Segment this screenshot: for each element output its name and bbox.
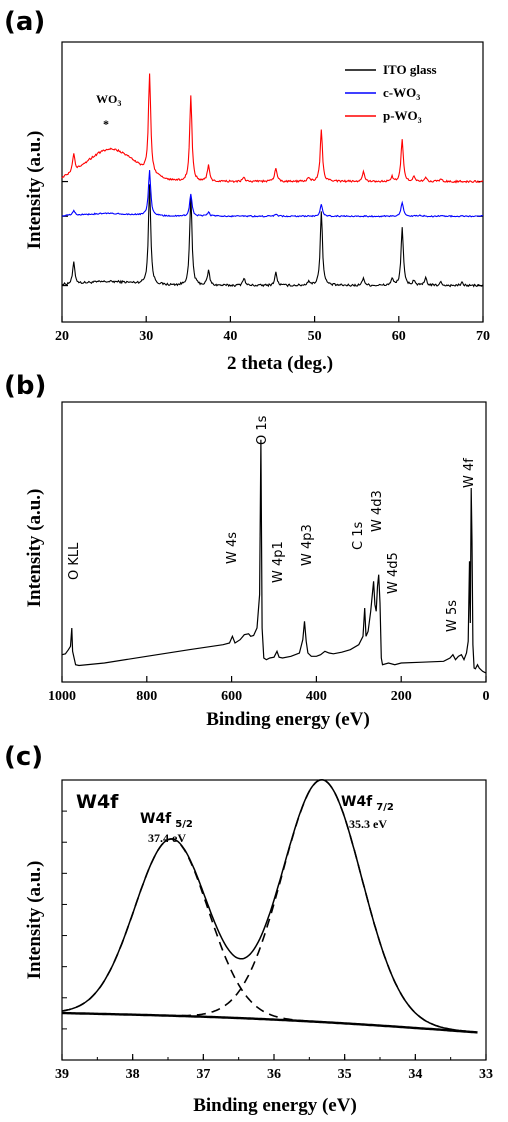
panel-a-frame <box>61 41 484 323</box>
peak-label-w-4p1: W 4p1 <box>271 541 286 583</box>
panel-b-x-ticks: 1000 800 600 400 200 0 <box>48 676 490 704</box>
peak-label-o-kll: O KLL <box>67 542 82 580</box>
panel-b: (b) 1000 800 600 400 200 0 Binding energy (eV… <box>4 371 490 730</box>
panel-c-envelope-line <box>61 779 478 1034</box>
panel-a-x-title: 2 theta (deg.) <box>227 353 333 374</box>
peak-label-o-1s: O 1s <box>255 415 270 445</box>
panel-a-series-line <box>61 73 484 184</box>
panel-a-x-tick-label: 40 <box>223 329 237 344</box>
panel-a-x-tick-label: 60 <box>392 329 406 344</box>
panel-c: (c) 39 38 37 36 35 34 33 Binding energy (eV) I… <box>4 742 493 1116</box>
panel-c-component-w4f72 <box>61 778 478 1034</box>
panel-b-x-tick-label: 800 <box>136 689 157 704</box>
legend-label-ito: ITO glass <box>383 62 437 77</box>
panel-c-x-tick-label: 33 <box>479 1067 493 1082</box>
panel-a-x-tick-label: 70 <box>476 329 490 344</box>
peak-label-w-4s: W 4s <box>225 532 240 564</box>
panel-a-series <box>61 73 484 288</box>
panel-a-x-tick-label: 30 <box>139 329 153 344</box>
panel-a-legend: ITO glass c-WO3 p-WO3 <box>345 62 437 125</box>
panel-c-x-title: Binding energy (eV) <box>193 1095 357 1116</box>
panel-a-y-title: Intensity (a.u.) <box>24 131 45 250</box>
panel-c-x-tick-label: 39 <box>55 1067 69 1082</box>
panel-a-series-line <box>61 184 484 288</box>
panel-a-series-line <box>61 170 483 218</box>
legend-label-p-wo3: p-WO3 <box>383 108 422 125</box>
panel-c-x-tick-label: 34 <box>408 1067 422 1082</box>
panel-b-label: (b) <box>4 371 46 401</box>
panel-c-x-tick-label: 35 <box>338 1067 352 1082</box>
panel-b-x-tick-label: 600 <box>221 689 242 704</box>
peak-label-c-1s: C 1s <box>351 522 366 550</box>
panel-b-y-title: Intensity (a.u.) <box>24 489 45 608</box>
wo3-annotation-label: WO3 <box>96 92 121 108</box>
peak-label-w-4d3: W 4d3 <box>370 490 385 532</box>
panel-c-title: W4f <box>76 791 119 813</box>
peak-label-w-4f: W 4f <box>462 458 477 488</box>
panel-c-y-title: Intensity (a.u.) <box>24 861 45 980</box>
w4f-52-value: 37.4 eV <box>148 831 186 845</box>
panel-a: (a) 20 30 40 50 60 70 2 theta (deg.) Intensit… <box>4 7 490 374</box>
panel-c-x-tick-label: 37 <box>196 1067 210 1082</box>
w4f-72-label: W4f 7/2 <box>341 794 394 813</box>
panel-b-x-tick-label: 200 <box>391 689 412 704</box>
panel-a-x-ticks: 20 30 40 50 60 70 <box>55 316 490 344</box>
panel-b-x-tick-label: 400 <box>306 689 327 704</box>
panel-b-frame <box>61 401 487 683</box>
panel-c-series <box>61 778 478 1034</box>
peak-label-w-5s: W 5s <box>445 600 460 632</box>
panel-c-x-tick-label: 38 <box>126 1067 140 1082</box>
panel-a-label: (a) <box>4 7 45 37</box>
w4f-72-value: 35.3 eV <box>349 817 387 831</box>
peak-label-w-4p3: W 4p3 <box>300 524 315 566</box>
panel-b-x-title: Binding energy (eV) <box>206 709 370 730</box>
wo3-annotation: WO3 * <box>96 92 121 131</box>
panel-b-series <box>61 439 487 674</box>
panel-c-x-ticks: 39 38 37 36 35 34 33 <box>55 1054 493 1082</box>
peak-label-w-4d5: W 4d5 <box>386 552 401 594</box>
panel-c-background-line <box>61 1011 478 1034</box>
wo3-asterisk: * <box>103 117 109 131</box>
panel-c-label: (c) <box>4 742 43 772</box>
w4f-52-label: W4f 5/2 <box>140 811 193 830</box>
panel-b-series-line <box>61 439 487 674</box>
panel-b-x-tick-label: 0 <box>483 689 490 704</box>
panel-a-y-ticks <box>62 180 483 287</box>
panel-a-x-tick-label: 20 <box>55 329 69 344</box>
panel-c-y-ticks <box>62 810 67 1030</box>
panel-b-x-tick-label: 1000 <box>48 689 76 704</box>
panel-c-x-tick-label: 36 <box>267 1067 281 1082</box>
panel-a-x-tick-label: 50 <box>308 329 322 344</box>
legend-label-c-wo3: c-WO3 <box>383 85 420 102</box>
